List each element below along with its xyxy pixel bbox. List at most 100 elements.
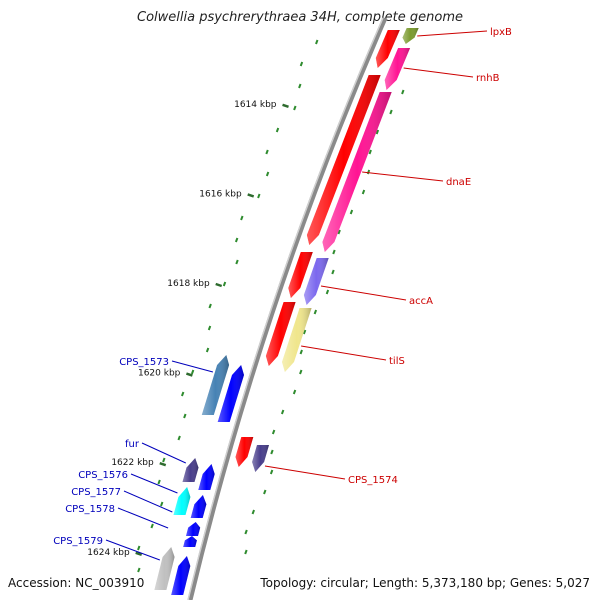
reverse-cds-3 xyxy=(186,522,201,536)
topology-summary: Topology: circular; Length: 5,373,180 bp… xyxy=(260,576,590,590)
tick-mark xyxy=(135,551,143,556)
forward-cds-3 xyxy=(265,302,296,366)
gc-dot xyxy=(315,39,319,45)
gene-label-CPS_1577[interactable]: CPS_1577 xyxy=(71,487,121,498)
gc-dot xyxy=(299,61,304,67)
gc-dot xyxy=(162,457,166,463)
gene-label-CPS_1579[interactable]: CPS_1579 xyxy=(53,536,103,547)
leader-line-fur xyxy=(141,442,187,464)
accession-label: Accession: NC_003910 xyxy=(8,576,145,590)
leader-line-lpxB xyxy=(417,30,488,37)
gc-dot xyxy=(275,127,280,133)
tick-label: 1614 kbp xyxy=(234,100,277,110)
gc-dot xyxy=(240,215,244,221)
gene-label-fur[interactable]: fur xyxy=(125,439,140,450)
gc-dot xyxy=(234,237,239,243)
reverse-gene-track xyxy=(154,355,230,590)
forward-cds-1 xyxy=(306,75,381,245)
forward-gene-rnhB xyxy=(384,48,411,90)
gc-skew-dot xyxy=(270,449,274,455)
reverse-cds-1 xyxy=(198,464,215,490)
gene-label-CPS_1574[interactable]: CPS_1574 xyxy=(348,475,398,486)
tick-label: 1618 kbp xyxy=(167,279,210,289)
gc-skew-dot xyxy=(269,469,274,475)
leader-line-tilS xyxy=(301,345,387,361)
forward-gene-accA-shading xyxy=(303,258,329,305)
forward-gene-accA xyxy=(303,258,329,305)
gc-dot xyxy=(265,171,270,177)
tick-label: 1616 kbp xyxy=(199,189,242,199)
gc-skew-dot xyxy=(299,349,303,355)
gc-dot xyxy=(177,435,181,441)
leader-line-CPS_1577 xyxy=(123,490,173,513)
gc-skew-dot xyxy=(244,549,248,555)
forward-cds-2 xyxy=(288,252,313,298)
position-ticks: 1614 kbp 1616 kbp 1618 kbp 1620 kbp 1622 kbp… xyxy=(87,100,289,558)
gene-label-CPS_1576[interactable]: CPS_1576 xyxy=(78,470,128,481)
gene-label-CPS_1578[interactable]: CPS_1578 xyxy=(65,504,115,515)
reverse-gene-CPS_1579 xyxy=(154,547,175,590)
gc-skew-dot xyxy=(331,269,335,275)
reverse-cds-0 xyxy=(217,365,244,422)
gene-label-CPS_1573[interactable]: CPS_1573 xyxy=(119,357,169,368)
forward-cds-3-shading xyxy=(265,302,296,366)
gc-dot xyxy=(190,369,195,375)
leader-line-CPS_1574 xyxy=(264,465,346,480)
reverse-cds-4 xyxy=(183,536,197,547)
gc-dot xyxy=(183,413,187,419)
reverse-cds-3-shading xyxy=(186,522,201,536)
gc-dot xyxy=(137,545,141,551)
gc-skew-dot xyxy=(302,329,307,335)
leader-line-accA xyxy=(320,285,407,301)
gc-dot xyxy=(235,259,239,265)
gene-label-rnhB[interactable]: rnhB xyxy=(476,73,500,84)
gc-content-track xyxy=(137,39,319,573)
tick-mark xyxy=(159,462,167,467)
tick-label: 1622 kbp xyxy=(111,458,154,468)
gc-skew-dot xyxy=(244,529,248,535)
gc-skew-dot xyxy=(349,209,354,215)
gc-skew-dot xyxy=(332,249,336,255)
forward-cds-4-shading xyxy=(235,437,254,467)
reverse-cds-2-shading xyxy=(190,495,207,518)
reverse-cds-4-shading xyxy=(183,536,197,547)
genome-backbone xyxy=(187,17,388,600)
forward-gene-tilS-shading xyxy=(282,308,312,372)
gc-skew-dot xyxy=(280,409,285,415)
leader-line-CPS_1573 xyxy=(171,360,214,373)
forward-gene-CPS_1574-shading xyxy=(252,445,269,472)
gc-skew-dot xyxy=(389,109,393,115)
forward-cds-2-shading xyxy=(288,252,313,298)
tick-mark xyxy=(282,103,289,108)
reverse-gene-CPS_1579-shading xyxy=(154,547,175,590)
gc-skew-dot xyxy=(337,229,341,235)
gc-dot xyxy=(208,303,212,309)
tick-label: 1620 kbp xyxy=(138,369,181,379)
gc-skew-dot xyxy=(292,389,297,395)
gene-label-accA[interactable]: accA xyxy=(409,296,433,307)
forward-gene-CPS_1574 xyxy=(252,445,269,472)
gc-dot xyxy=(257,193,261,199)
reverse-cds-5-shading xyxy=(171,556,191,595)
reverse-cds-track xyxy=(171,365,244,595)
gc-skew-dot xyxy=(401,89,405,95)
gene-label-dnaE[interactable]: dnaE xyxy=(446,177,471,188)
reverse-cds-5 xyxy=(171,556,191,595)
reverse-cds-2 xyxy=(190,495,207,518)
leader-line-rnhB xyxy=(403,67,474,78)
gc-skew-dot xyxy=(366,169,371,175)
tick-label: 1624 kbp xyxy=(87,548,130,558)
gene-label-lpxB[interactable]: lpxB xyxy=(490,27,512,38)
tick-mark xyxy=(215,282,223,288)
forward-cds-0 xyxy=(375,30,400,68)
forward-gene-dnaE-shading xyxy=(322,92,392,252)
reverse-gene-CPS_1573-shading xyxy=(201,355,230,415)
gc-skew-dot xyxy=(361,189,366,195)
reverse-gene-CPS_1576 xyxy=(173,487,191,515)
gc-dot xyxy=(150,523,154,529)
leader-line-CPS_1578 xyxy=(117,507,169,529)
gene-label-tilS[interactable]: tilS xyxy=(389,356,405,367)
forward-gene-rnhB-shading xyxy=(384,48,411,90)
